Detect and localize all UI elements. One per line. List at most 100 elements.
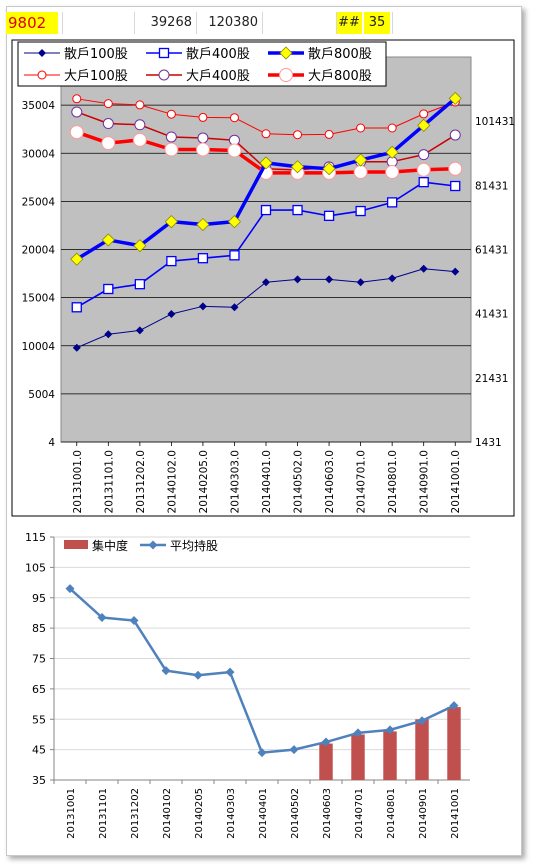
series-point bbox=[292, 204, 303, 216]
series-point bbox=[166, 255, 177, 267]
left-tick-label: 15004 bbox=[22, 293, 56, 305]
x-tick-label: 20131202 bbox=[130, 788, 141, 839]
grid-line bbox=[262, 12, 263, 34]
series-point bbox=[164, 215, 178, 229]
grid-line bbox=[62, 12, 63, 34]
series-point bbox=[72, 343, 81, 352]
x-tick-label: 20140801 bbox=[386, 788, 397, 839]
legend-marker bbox=[158, 69, 170, 81]
series-point bbox=[449, 129, 461, 141]
x-tick-label: 20140401 bbox=[258, 788, 269, 839]
y-tick-label: 105 bbox=[25, 561, 46, 574]
series-point bbox=[262, 278, 270, 287]
spreadsheet-header-row: 9802 39268 120380 ## 35 bbox=[6, 12, 514, 34]
legend-label: 平均持股 bbox=[170, 538, 218, 553]
left-tick-label: 30004 bbox=[22, 148, 56, 160]
stock-code-cell[interactable]: 9802 bbox=[6, 12, 58, 34]
legend-label: 大戶400股 bbox=[186, 69, 250, 84]
series-point bbox=[387, 197, 398, 208]
series-point bbox=[134, 279, 145, 290]
series-point bbox=[321, 737, 331, 747]
right-tick-label: 101431 bbox=[475, 116, 515, 128]
series-point bbox=[103, 99, 113, 109]
legend-marker bbox=[148, 540, 158, 550]
series-point bbox=[417, 118, 431, 132]
series-point bbox=[293, 130, 303, 140]
y-tick-label: 65 bbox=[32, 683, 46, 696]
x-tick-label: 20140801.0 bbox=[387, 450, 399, 513]
series-point bbox=[230, 303, 239, 312]
series-point bbox=[161, 666, 171, 676]
left-tick-label: 5004 bbox=[28, 389, 55, 401]
x-tick-label: 20131101.0 bbox=[103, 450, 115, 513]
series-point bbox=[322, 162, 336, 176]
series-point bbox=[418, 149, 430, 161]
x-tick-label: 20140303 bbox=[226, 788, 237, 839]
grid-line bbox=[336, 12, 337, 34]
series-point bbox=[65, 584, 75, 594]
series-point bbox=[167, 310, 176, 319]
left-tick-label: 20004 bbox=[22, 245, 56, 257]
value-a-cell[interactable]: 39268 bbox=[150, 15, 192, 30]
series-point bbox=[419, 264, 428, 273]
x-tick-label: 20131001 bbox=[66, 788, 77, 839]
x-tick-label: 20140205 bbox=[194, 788, 205, 839]
series-point bbox=[135, 326, 144, 335]
series-point bbox=[197, 253, 209, 264]
series-point bbox=[448, 91, 462, 105]
y-tick-label: 75 bbox=[32, 653, 46, 666]
series-point bbox=[198, 302, 207, 311]
chart2-area bbox=[12, 522, 514, 818]
legend-label: 集中度 bbox=[92, 538, 128, 553]
series-point bbox=[227, 143, 242, 158]
x-tick-label: 20140701 bbox=[354, 788, 365, 839]
right-tick-label: 1431 bbox=[475, 437, 502, 449]
x-tick-label: 20140502 bbox=[290, 788, 301, 839]
value-b-cell[interactable]: 120380 bbox=[208, 15, 258, 30]
series-point bbox=[102, 118, 114, 130]
legend-marker bbox=[279, 46, 293, 60]
left-tick-label: 4 bbox=[48, 437, 55, 449]
series-point bbox=[416, 162, 431, 177]
left-tick-label: 35004 bbox=[22, 100, 56, 112]
series-point bbox=[70, 252, 84, 266]
series-point bbox=[227, 215, 242, 229]
series-point bbox=[387, 123, 397, 133]
series-point bbox=[385, 145, 399, 159]
series-point bbox=[385, 725, 395, 735]
series-point bbox=[260, 204, 272, 216]
y-tick-label: 85 bbox=[32, 622, 46, 635]
series-point bbox=[259, 156, 273, 170]
series-point bbox=[101, 136, 116, 151]
series-point bbox=[257, 748, 267, 758]
right-tick-label: 81431 bbox=[475, 180, 508, 192]
x-tick-label: 20140303.0 bbox=[229, 450, 241, 513]
left-tick-label: 10004 bbox=[22, 341, 56, 353]
legend-marker bbox=[38, 49, 46, 57]
right-tick-label: 61431 bbox=[475, 245, 508, 257]
x-tick-label: 20140205.0 bbox=[198, 450, 210, 513]
series-point bbox=[101, 233, 115, 247]
series-point bbox=[225, 667, 235, 677]
x-tick-label: 20140401.0 bbox=[261, 450, 273, 513]
x-tick-label: 20131001.0 bbox=[72, 450, 84, 513]
hash-cell[interactable]: ## bbox=[336, 12, 362, 34]
x-tick-label: 20131101 bbox=[98, 788, 109, 839]
x-tick-label: 20140603.0 bbox=[324, 450, 336, 513]
series-point bbox=[388, 274, 397, 283]
series-point bbox=[324, 129, 334, 139]
bar bbox=[383, 731, 397, 780]
series-point bbox=[290, 160, 305, 174]
series-point bbox=[229, 250, 240, 261]
chart1-legend bbox=[17, 41, 387, 87]
y-tick-label: 55 bbox=[32, 713, 46, 726]
series-point bbox=[448, 161, 463, 176]
series-point bbox=[325, 275, 334, 284]
value-c-cell[interactable]: 35 bbox=[364, 12, 390, 34]
series-point bbox=[104, 330, 113, 339]
legend-label: 大戶100股 bbox=[64, 69, 128, 84]
y-tick-label: 115 bbox=[25, 531, 46, 544]
series-point bbox=[229, 113, 239, 123]
series-point bbox=[134, 119, 146, 131]
